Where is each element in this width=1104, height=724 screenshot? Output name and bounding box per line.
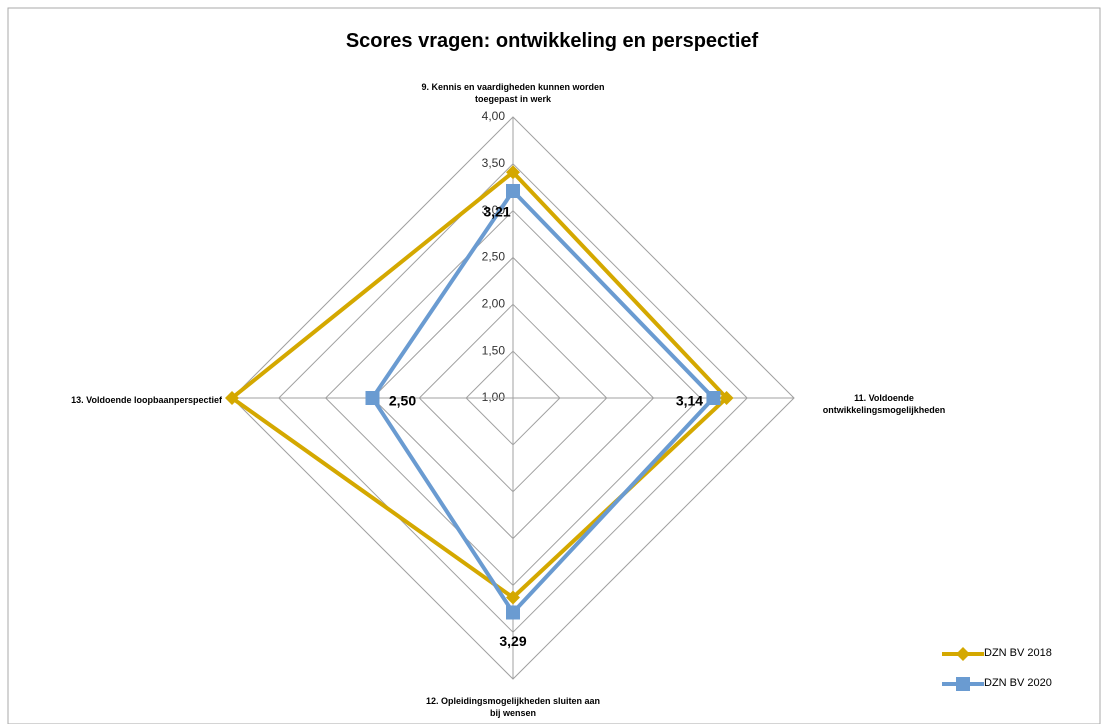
chart-title: Scores vragen: ontwikkeling en perspecti… bbox=[345, 30, 759, 52]
chart-frame bbox=[7, 7, 1101, 724]
series-marker bbox=[706, 391, 721, 405]
legend-label: DZN BV 2018 bbox=[984, 647, 1052, 659]
category-label: 12. Opleidingsmogelijkheden sluiten aan … bbox=[425, 696, 601, 718]
series-marker bbox=[719, 391, 734, 405]
series-marker bbox=[506, 605, 520, 620]
r-tick-label: 2,00 bbox=[482, 297, 506, 311]
series-marker bbox=[506, 183, 520, 198]
legend-label: DZN BV 2020 bbox=[984, 677, 1052, 689]
category-label: 13. Voldoende loopbaanperspectief bbox=[71, 395, 222, 405]
legend-marker bbox=[956, 677, 970, 691]
data-label: 3,21 bbox=[483, 204, 510, 220]
data-label: 2,50 bbox=[389, 393, 416, 409]
r-tick-label: 2,50 bbox=[482, 250, 506, 264]
series-marker bbox=[506, 165, 520, 180]
r-tick-label: 1,00 bbox=[482, 390, 506, 404]
series-marker bbox=[365, 391, 380, 405]
series-marker bbox=[225, 391, 239, 405]
data-label: 3,29 bbox=[499, 633, 526, 649]
r-tick-label: 4,00 bbox=[482, 109, 506, 123]
r-tick-label: 3,50 bbox=[482, 156, 506, 170]
category-label: 11. Voldoende ontwikkelingsmogelijkheden bbox=[822, 393, 946, 415]
data-label: 3,14 bbox=[676, 393, 703, 409]
legend-marker bbox=[956, 647, 970, 661]
category-label: 9. Kennis en vaardigheden kunnen worden … bbox=[421, 82, 605, 104]
r-tick-label: 1,50 bbox=[482, 343, 506, 357]
series-marker bbox=[506, 590, 520, 605]
